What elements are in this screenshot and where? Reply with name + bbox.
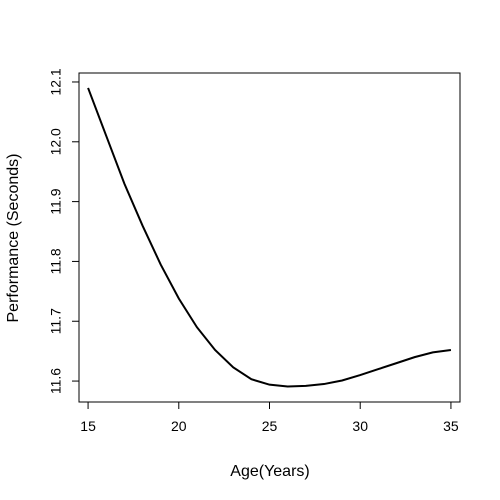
y-tick-label: 11.9: [48, 188, 64, 214]
y-tick-label: 11.7: [48, 308, 64, 334]
y-axis-label: Performance (Seconds): [5, 154, 22, 323]
x-tick-label: 35: [443, 418, 459, 434]
y-tick-label: 11.8: [48, 248, 64, 274]
y-tick-label: 11.6: [48, 368, 64, 394]
x-axis-label: Age(Years): [230, 463, 309, 480]
y-axis: 11.6 11.7 11.8 11.9 12.0 12.1: [48, 68, 80, 394]
y-tick-label: 12.0: [48, 128, 64, 155]
x-tick-label: 30: [352, 418, 368, 434]
x-tick-label: 15: [80, 418, 96, 434]
plot-frame: [78, 72, 461, 403]
y-tick-label: 12.1: [48, 68, 64, 95]
x-axis: 15 20 25 30 35: [80, 401, 459, 434]
performance-curve: [87, 87, 452, 388]
x-tick-label: 20: [171, 418, 187, 434]
x-tick-label: 25: [262, 418, 278, 434]
